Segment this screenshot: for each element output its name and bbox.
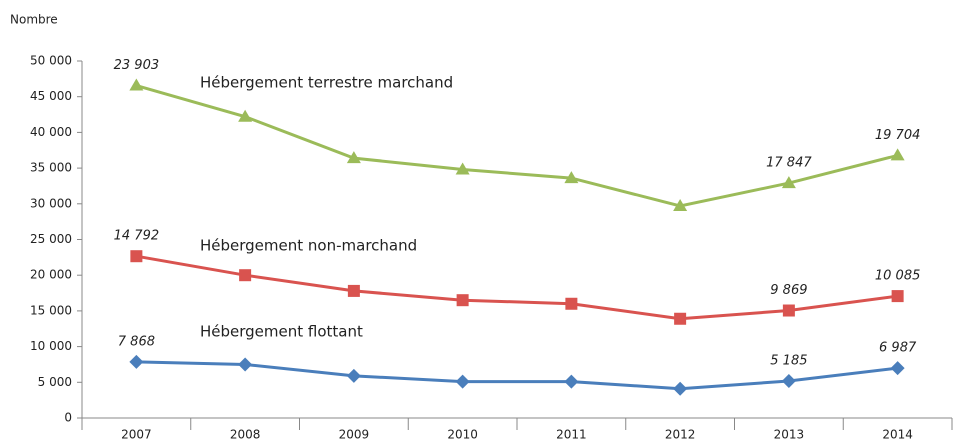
marker (673, 381, 688, 396)
marker (346, 151, 361, 164)
x-tick-label: 2014 (882, 428, 913, 442)
y-tick-label: 5 000 (38, 375, 72, 389)
marker (782, 304, 795, 317)
x-tick-label: 2010 (447, 428, 478, 442)
x-tick-label: 2007 (121, 428, 152, 442)
y-tick-label: 40 000 (30, 125, 72, 139)
y-tick-label: 30 000 (30, 196, 72, 210)
y-tick-label: 50 000 (30, 54, 72, 68)
x-tick-label: 2011 (556, 428, 587, 442)
marker (455, 374, 470, 389)
marker (455, 162, 470, 175)
marker (347, 284, 360, 297)
marker (346, 368, 361, 383)
data-label: 14 792 (114, 229, 160, 244)
marker (891, 290, 904, 303)
data-label: 7 868 (118, 334, 155, 349)
y-axis-label: Nombre (10, 13, 58, 27)
marker (565, 297, 578, 310)
data-label: 9 869 (770, 283, 807, 298)
series-label: Hébergement terrestre marchand (200, 74, 453, 92)
data-label: 6 987 (879, 341, 917, 356)
marker (890, 148, 905, 161)
y-tick-label: 20 000 (30, 268, 72, 282)
marker (456, 294, 469, 307)
y-tick-label: 0 (64, 411, 72, 425)
y-tick-label: 15 000 (30, 303, 72, 317)
marker (673, 198, 688, 211)
y-tick-label: 25 000 (30, 232, 72, 246)
x-tick-label: 2012 (665, 428, 696, 442)
marker (130, 250, 143, 263)
y-tick-label: 35 000 (30, 161, 72, 175)
x-tick-label: 2009 (339, 428, 370, 442)
marker (674, 312, 687, 325)
x-tick-label: 2008 (230, 428, 261, 442)
marker (781, 373, 796, 388)
y-tick-label: 10 000 (30, 339, 72, 353)
data-label: 5 185 (770, 353, 807, 368)
marker (781, 176, 796, 189)
marker (890, 361, 905, 376)
marker (564, 171, 579, 184)
x-tick-label: 2013 (774, 428, 805, 442)
marker (564, 374, 579, 389)
marker (129, 78, 144, 91)
marker (238, 357, 253, 372)
line (135, 84, 898, 208)
marker (129, 354, 144, 369)
series-label: Hébergement non-marchand (200, 237, 417, 255)
data-label: 19 704 (875, 128, 921, 143)
data-label: 10 085 (875, 269, 921, 284)
line (136, 360, 898, 391)
series-label: Hébergement flottant (200, 323, 363, 341)
data-label: 23 903 (114, 58, 160, 73)
marker (239, 269, 252, 282)
data-label: 17 847 (766, 156, 812, 171)
line (136, 254, 898, 321)
marker (238, 109, 253, 122)
y-tick-label: 45 000 (30, 89, 72, 103)
